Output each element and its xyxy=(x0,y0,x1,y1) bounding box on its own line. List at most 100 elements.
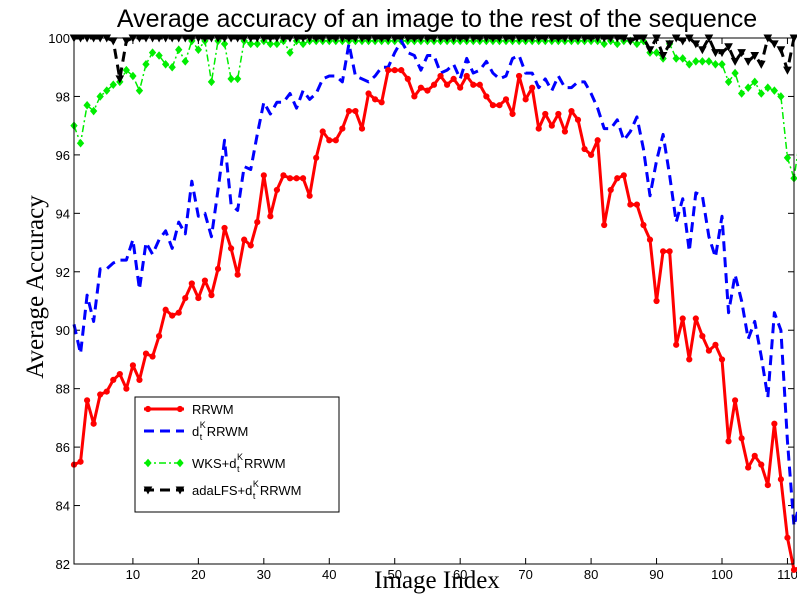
rrwm-point xyxy=(103,388,110,395)
rrwm-point xyxy=(784,534,791,541)
wks-point xyxy=(175,45,183,54)
x-tick-label: 10 xyxy=(126,567,140,582)
rrwm-point xyxy=(712,341,719,348)
rrwm-point xyxy=(483,93,490,100)
rrwm-point xyxy=(208,292,215,299)
wks-point xyxy=(711,60,720,69)
rrwm-point xyxy=(77,458,84,465)
rrwm-point xyxy=(234,271,241,278)
rrwm-point xyxy=(345,107,353,115)
legend-superscript: K xyxy=(237,452,243,462)
rrwm-point xyxy=(142,350,150,357)
wks-point xyxy=(724,77,733,87)
rrwm-point xyxy=(332,137,339,144)
wks-point xyxy=(135,86,144,95)
rrwm-point xyxy=(496,102,503,109)
rrwm-point xyxy=(169,312,176,319)
wks-point xyxy=(652,48,661,57)
wks-point xyxy=(129,71,137,81)
rrwm-point xyxy=(195,294,202,302)
rrwm-point xyxy=(306,192,313,199)
adalfs-point xyxy=(658,52,668,61)
wks-point xyxy=(744,83,752,92)
rrwm-point xyxy=(90,420,97,427)
rrwm-point xyxy=(176,405,184,413)
rrwm-point xyxy=(646,236,654,243)
rrwm-point xyxy=(116,370,123,378)
rrwm-point xyxy=(607,186,614,194)
rrwm-point xyxy=(561,128,569,135)
rrwm-point xyxy=(391,67,398,74)
y-tick-label: 86 xyxy=(56,440,70,455)
rrwm-point xyxy=(129,362,137,369)
rrwm-point xyxy=(568,107,575,115)
y-tick-label: 94 xyxy=(56,206,70,221)
rrwm-point xyxy=(633,201,641,208)
wks-point xyxy=(737,89,746,98)
adalfs-point xyxy=(730,57,740,66)
rrwm-point xyxy=(542,110,549,118)
rrwm-point xyxy=(502,96,510,103)
wks-point xyxy=(253,39,261,49)
y-tick-label: 82 xyxy=(56,557,70,572)
legend-label: d xyxy=(192,424,199,439)
rrwm-point xyxy=(326,137,333,144)
rrwm-point xyxy=(398,67,405,74)
wks-point xyxy=(718,60,726,69)
wks-point xyxy=(783,153,792,163)
rrwm-point xyxy=(581,145,588,153)
rrwm-point xyxy=(267,213,274,220)
wks-point xyxy=(751,77,759,87)
wks-point xyxy=(148,48,157,57)
wks-point xyxy=(273,39,281,49)
y-axis-label: Average Accuracy xyxy=(22,195,49,379)
wks-point xyxy=(109,80,117,90)
rrwm-point xyxy=(450,75,457,83)
x-tick-label: 60 xyxy=(453,567,467,582)
legend-label: WKS+d xyxy=(192,456,236,471)
wks-point xyxy=(679,54,687,63)
rrwm-point xyxy=(378,99,385,106)
rrwm-point xyxy=(790,566,797,573)
rrwm-point xyxy=(640,221,647,229)
wks-point xyxy=(142,60,150,69)
rrwm-point xyxy=(430,81,438,88)
rrwm-point xyxy=(404,75,411,83)
wks-point xyxy=(227,74,235,84)
wks-point xyxy=(731,68,739,78)
legend-subscript: t xyxy=(200,432,203,442)
rrwm-point xyxy=(620,172,627,179)
wks-point xyxy=(247,39,255,49)
wks-point xyxy=(155,51,163,60)
rrwm-point xyxy=(149,353,156,360)
adalfs-point xyxy=(743,57,753,66)
rrwm-point xyxy=(594,137,601,144)
rrwm-point xyxy=(313,154,320,161)
rrwm-point xyxy=(692,315,699,322)
adalfs-point xyxy=(711,49,720,58)
wks-point xyxy=(633,39,641,49)
wks-point xyxy=(777,92,785,101)
wks-point xyxy=(181,57,189,66)
wks-point xyxy=(233,74,242,84)
series-dk-rrwm xyxy=(72,39,797,528)
legend-label: adaLFS+d xyxy=(192,483,252,498)
rrwm-point xyxy=(188,280,195,287)
wks-point xyxy=(103,86,111,95)
x-tick-label: 40 xyxy=(322,567,336,582)
rrwm-point xyxy=(509,110,516,118)
rrwm-point xyxy=(352,107,359,115)
adalfs-point xyxy=(737,49,746,58)
rrwm-point xyxy=(673,341,680,348)
adalfs-point xyxy=(776,46,786,55)
rrwm-point xyxy=(627,201,634,208)
rrwm-point xyxy=(417,84,425,91)
adalfs-point xyxy=(143,486,153,495)
wks-point xyxy=(770,86,779,95)
plot-frame xyxy=(73,37,795,565)
rrwm-point xyxy=(555,110,562,118)
rrwm-point xyxy=(136,376,143,383)
wks-point xyxy=(207,77,216,87)
rrwm-point xyxy=(751,452,758,459)
